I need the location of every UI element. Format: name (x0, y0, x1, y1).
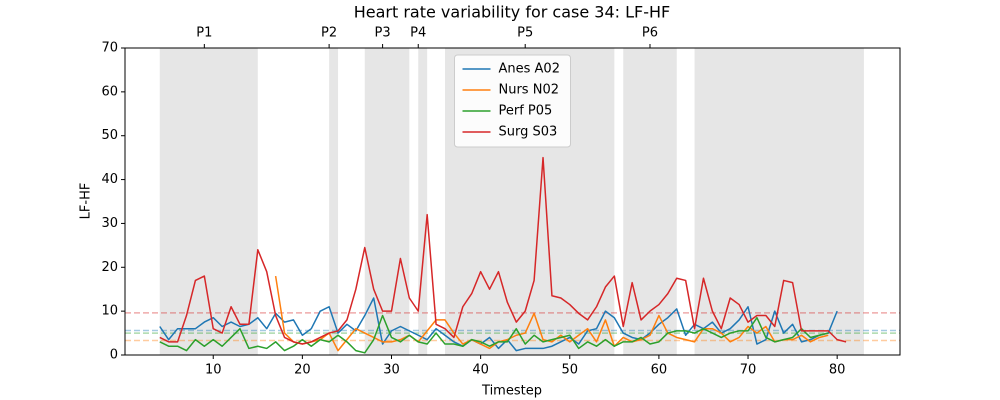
top-tick-label: P3 (375, 26, 391, 41)
legend-label: Perf P05 (499, 104, 553, 119)
chart-title: Heart rate variability for case 34: LF-H… (354, 3, 671, 22)
top-tick-label: P1 (196, 26, 212, 41)
legend-box (454, 54, 571, 148)
x-tick-label: 70 (740, 363, 757, 378)
shaded-span (810, 48, 864, 355)
shaded-span (159, 48, 258, 355)
y-tick-label: 20 (101, 260, 118, 275)
plot-frame (124, 47, 901, 356)
series-line (159, 314, 829, 354)
series-line (159, 297, 838, 352)
y-tick-label: 0 (110, 348, 118, 363)
x-tick-label: 40 (472, 363, 489, 378)
x-tick-label: 20 (294, 363, 311, 378)
y-tick-label: 70 (101, 41, 118, 56)
series-line (159, 156, 847, 345)
x-tick-label: 30 (383, 363, 400, 378)
top-tick-label: P5 (517, 26, 533, 41)
shaded-span (329, 48, 339, 355)
shaded-span (694, 48, 811, 355)
x-tick-label: 80 (829, 363, 846, 378)
series-line (274, 275, 829, 352)
top-tick-label: P4 (410, 26, 426, 41)
x-tick-label: 10 (205, 363, 222, 378)
x-axis-label: Timestep (481, 384, 542, 399)
x-tick-label: 50 (561, 363, 578, 378)
shaded-span (364, 48, 410, 355)
legend-label: Anes A02 (499, 62, 560, 77)
y-tick-label: 60 (101, 84, 118, 99)
top-tick-label: P2 (321, 26, 337, 41)
y-tick-label: 40 (101, 172, 118, 187)
shaded-span (623, 48, 677, 355)
legend-label: Nurs N02 (499, 83, 559, 98)
y-axis-label: LF-HF (79, 183, 94, 220)
legend-label: Surg S03 (499, 125, 558, 140)
shaded-span (418, 48, 428, 355)
y-tick-label: 50 (101, 128, 118, 143)
x-tick-label: 60 (651, 363, 668, 378)
top-tick-label: P6 (642, 26, 658, 41)
y-tick-label: 10 (101, 304, 118, 319)
y-tick-label: 30 (101, 216, 118, 231)
